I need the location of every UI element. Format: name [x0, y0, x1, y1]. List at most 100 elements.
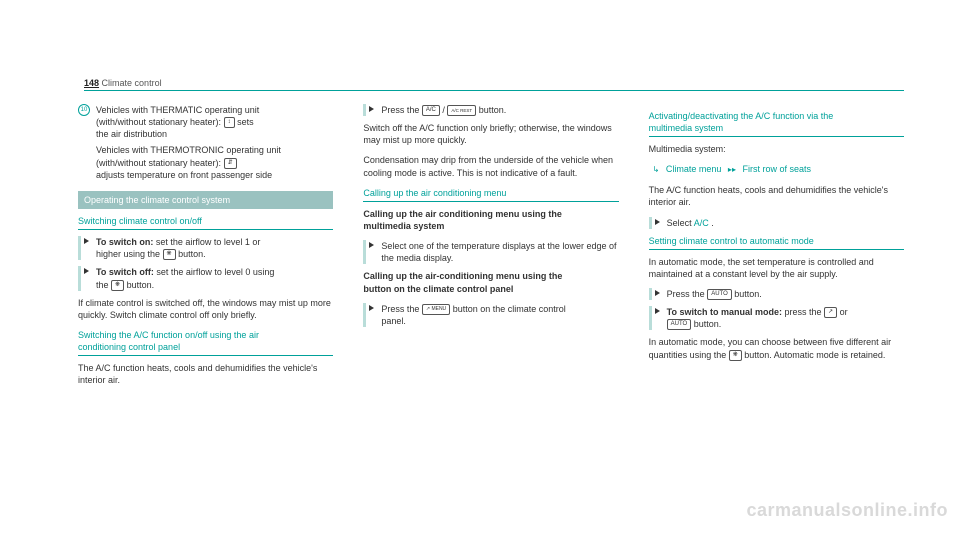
triangle-icon [84, 238, 89, 244]
instruction-bullet: Press the A/C / A/C REST button. [363, 104, 618, 116]
text: Vehicles with THERMOTRONIC operating uni… [96, 145, 281, 155]
bullet-bar-icon [649, 217, 652, 229]
paragraph: The A/C function heats, cools and dehumi… [78, 362, 333, 386]
text: . [711, 218, 714, 228]
temp-adjust-icon: ⇵ [224, 158, 237, 169]
column-3: Activating/deactivating the A/C function… [649, 104, 904, 395]
instruction-bullet: Select one of the temperature displays a… [363, 240, 618, 264]
paragraph: The A/C function heats, cools and dehumi… [649, 184, 904, 208]
paragraph: If climate control is switched off, the … [78, 297, 333, 321]
text: button on the climate control [453, 304, 566, 314]
bullet-bar-icon [363, 240, 366, 264]
text: multimedia system [363, 221, 444, 231]
column-2: Press the A/C / A/C REST button. Switch … [363, 104, 618, 395]
content-columns: 10 Vehicles with THERMATIC operating uni… [78, 104, 904, 395]
fan-icon: ❋ [111, 280, 124, 291]
text: Press the [667, 289, 708, 299]
bullet-bar-icon [363, 104, 366, 116]
text: Select one of the temperature displays a… [381, 241, 616, 263]
text: button on the climate control panel [363, 284, 513, 294]
text: button. Automatic mode is retained. [744, 350, 885, 360]
text: the air distribution [96, 129, 167, 139]
text: sets [237, 117, 254, 127]
text: button. [694, 319, 722, 329]
fan-icon: ❋ [163, 249, 176, 260]
instruction-bullet: Press the ↗ MENU button on the climate c… [363, 303, 618, 327]
triangle-icon [84, 268, 89, 274]
text: button. [178, 249, 206, 259]
text: set the airflow to level 0 using [156, 267, 274, 277]
text: Calling up the air conditioning menu usi… [363, 209, 562, 219]
page-number: 148 [84, 78, 99, 88]
bullet-bar-icon [649, 288, 652, 300]
paragraph: Condensation may drip from the underside… [363, 154, 618, 178]
navigation-path: ↳ Climate menu ▸▸ First row of seats [649, 163, 904, 176]
text: higher using the [96, 249, 163, 259]
bullet-bar-icon [78, 236, 81, 260]
text: Press the [381, 304, 422, 314]
section-title: Climate control [102, 78, 162, 88]
text: the [96, 280, 111, 290]
text: Activating/deactivating the A/C function… [649, 111, 834, 121]
text: Switching the A/C function on/off using … [78, 330, 259, 340]
instruction-bullet: Press the AUTO button. [649, 288, 904, 300]
text: button. [127, 280, 155, 290]
triangle-icon [369, 242, 374, 248]
text: multimedia system [649, 123, 724, 133]
menu-option: A/C [694, 218, 709, 228]
nav-arrow-icon: ▸▸ [728, 165, 736, 176]
text: button. [734, 289, 762, 299]
text: (with/without stationary heater): [96, 158, 224, 168]
paragraph: Switch off the A/C function only briefly… [363, 122, 618, 146]
subheading: Activating/deactivating the A/C function… [649, 110, 904, 137]
triangle-icon [369, 305, 374, 311]
nav-start-icon: ↳ [653, 165, 660, 176]
fan-icon: ❋ [729, 350, 742, 361]
page-header: 148 Climate control [84, 78, 904, 91]
text: adjusts temperature on front passenger s… [96, 170, 272, 180]
column-1: 10 Vehicles with THERMATIC operating uni… [78, 104, 333, 395]
triangle-icon [369, 106, 374, 112]
instruction-bullet: To switch off: set the airflow to level … [78, 266, 333, 290]
auto-icon: AUTO [667, 319, 692, 330]
text: To switch on: [96, 237, 153, 247]
text: set the airflow to level 1 or [156, 237, 261, 247]
paragraph: In automatic mode, the set temperature i… [649, 256, 904, 280]
auto-icon: AUTO [707, 289, 732, 300]
instruction-bullet: To switch on: set the airflow to level 1… [78, 236, 333, 260]
text: button. [479, 105, 507, 115]
paragraph: Multimedia system: [649, 143, 904, 155]
ac-rest-icon: A/C REST [447, 105, 476, 116]
instruction-bullet: Select A/C . [649, 217, 904, 229]
bullet-bar-icon [649, 306, 652, 330]
text: To switch to manual mode: [667, 307, 782, 317]
bullet-bar-icon [78, 266, 81, 290]
watermark: carmanualsonline.info [746, 500, 948, 521]
triangle-icon [655, 290, 660, 296]
bold-heading: Calling up the air conditioning menu usi… [363, 208, 618, 232]
text: Calling up the air-conditioning menu usi… [363, 271, 562, 281]
airflow-icon: ↕ [224, 117, 235, 128]
text: panel. [381, 316, 406, 326]
nav-item: First row of seats [742, 164, 811, 174]
text: conditioning control panel [78, 342, 180, 352]
circled-number-icon: 10 [78, 104, 90, 116]
ac-icon: A/C [422, 105, 440, 116]
section-heading-bar: Operating the climate control system [78, 191, 333, 209]
subheading: Switching climate control on/off [78, 215, 333, 230]
triangle-icon [655, 308, 660, 314]
subheading: Setting climate control to automatic mod… [649, 235, 904, 250]
instruction-bullet: To switch to manual mode: press the ↗ or… [649, 306, 904, 330]
paragraph: In automatic mode, you can choose betwee… [649, 336, 904, 360]
bullet-bar-icon [363, 303, 366, 327]
text: Press the [381, 105, 422, 115]
text: Vehicles with THERMATIC operating unit [96, 105, 259, 115]
mode-icon: ↗ [824, 307, 837, 318]
nav-item: Climate menu [666, 164, 722, 174]
text: or [840, 307, 848, 317]
subheading: Calling up the air conditioning menu [363, 187, 618, 202]
list-item-10: 10 Vehicles with THERMATIC operating uni… [78, 104, 333, 181]
bold-heading: Calling up the air-conditioning menu usi… [363, 270, 618, 294]
triangle-icon [655, 219, 660, 225]
text: (with/without stationary heater): [96, 117, 224, 127]
